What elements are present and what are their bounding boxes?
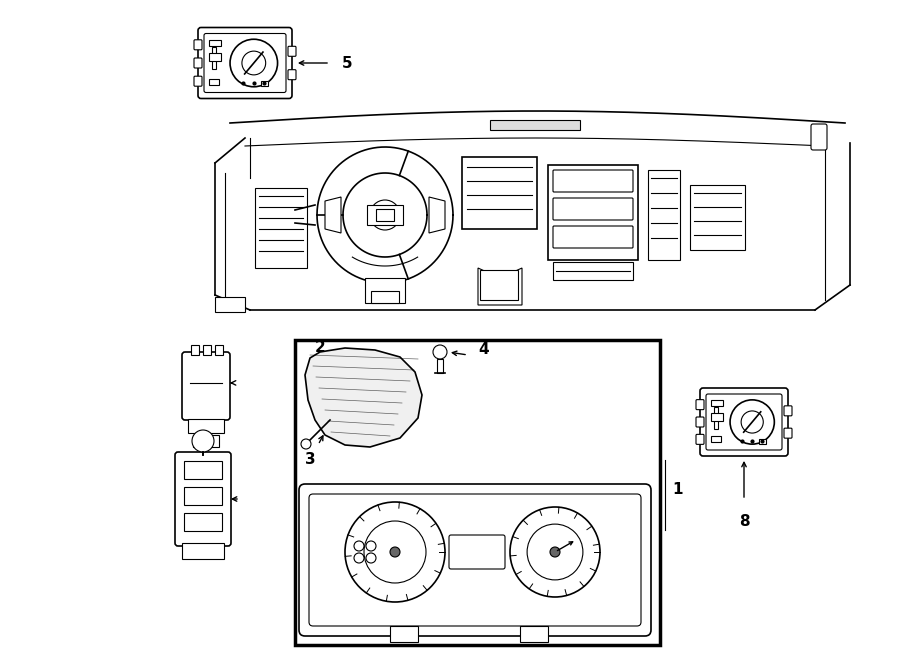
Circle shape bbox=[741, 411, 763, 433]
FancyBboxPatch shape bbox=[553, 170, 633, 192]
Bar bbox=[714, 407, 718, 429]
FancyBboxPatch shape bbox=[175, 452, 231, 546]
Circle shape bbox=[242, 51, 266, 75]
Circle shape bbox=[345, 502, 445, 602]
Bar bbox=[437, 359, 443, 373]
FancyBboxPatch shape bbox=[288, 46, 296, 56]
Bar bbox=[261, 81, 268, 86]
Circle shape bbox=[366, 553, 376, 563]
Bar bbox=[191, 345, 199, 355]
Text: 6: 6 bbox=[212, 375, 222, 391]
Polygon shape bbox=[305, 348, 422, 447]
FancyBboxPatch shape bbox=[194, 76, 202, 86]
Text: 4: 4 bbox=[478, 342, 489, 358]
Circle shape bbox=[364, 521, 426, 583]
Polygon shape bbox=[429, 197, 445, 233]
Bar bbox=[690, 185, 745, 250]
FancyBboxPatch shape bbox=[553, 226, 633, 248]
Bar bbox=[759, 440, 766, 444]
Bar bbox=[371, 291, 399, 303]
Bar bbox=[520, 626, 548, 642]
FancyBboxPatch shape bbox=[194, 58, 202, 68]
FancyBboxPatch shape bbox=[288, 69, 296, 80]
Bar bbox=[548, 165, 638, 260]
FancyBboxPatch shape bbox=[299, 484, 651, 636]
Circle shape bbox=[550, 547, 560, 557]
Circle shape bbox=[366, 541, 376, 551]
Bar bbox=[367, 205, 403, 225]
FancyBboxPatch shape bbox=[784, 406, 792, 416]
FancyBboxPatch shape bbox=[194, 40, 202, 50]
Bar bbox=[182, 543, 224, 559]
Bar bbox=[553, 262, 633, 280]
FancyBboxPatch shape bbox=[309, 494, 641, 626]
Text: 3: 3 bbox=[305, 453, 315, 467]
Bar bbox=[215, 345, 223, 355]
Bar bbox=[490, 120, 580, 130]
Circle shape bbox=[230, 39, 277, 87]
Bar bbox=[184, 487, 222, 505]
Circle shape bbox=[730, 400, 774, 444]
Bar bbox=[184, 513, 222, 531]
Circle shape bbox=[354, 553, 364, 563]
FancyBboxPatch shape bbox=[553, 198, 633, 220]
FancyBboxPatch shape bbox=[204, 34, 286, 93]
Circle shape bbox=[433, 345, 447, 359]
Bar bbox=[648, 170, 680, 260]
Bar bbox=[711, 413, 723, 421]
Bar bbox=[390, 626, 418, 642]
Polygon shape bbox=[325, 197, 341, 233]
Circle shape bbox=[390, 547, 400, 557]
Bar bbox=[203, 345, 211, 355]
Text: 7: 7 bbox=[218, 492, 228, 506]
Bar bbox=[188, 419, 224, 433]
Bar bbox=[711, 436, 721, 442]
Bar bbox=[365, 278, 405, 303]
FancyBboxPatch shape bbox=[784, 428, 792, 438]
Text: 2: 2 bbox=[314, 340, 325, 354]
Polygon shape bbox=[478, 268, 522, 305]
Circle shape bbox=[370, 200, 400, 230]
FancyBboxPatch shape bbox=[706, 394, 782, 450]
Bar bbox=[711, 400, 723, 406]
Bar bbox=[209, 52, 221, 61]
Bar bbox=[209, 79, 219, 85]
FancyBboxPatch shape bbox=[198, 28, 292, 98]
Bar bbox=[480, 270, 518, 300]
Bar bbox=[193, 435, 219, 447]
Bar bbox=[376, 209, 394, 221]
Bar bbox=[184, 461, 222, 479]
FancyBboxPatch shape bbox=[182, 352, 230, 420]
Bar bbox=[212, 46, 216, 69]
FancyBboxPatch shape bbox=[811, 124, 827, 150]
FancyBboxPatch shape bbox=[696, 400, 704, 410]
FancyBboxPatch shape bbox=[696, 417, 704, 427]
Bar bbox=[209, 40, 221, 46]
Bar bbox=[215, 297, 245, 312]
Circle shape bbox=[527, 524, 583, 580]
Circle shape bbox=[510, 507, 600, 597]
Text: 5: 5 bbox=[342, 56, 353, 71]
Bar bbox=[462, 157, 537, 229]
Bar bbox=[295, 340, 660, 645]
Text: 8: 8 bbox=[739, 514, 750, 529]
Circle shape bbox=[354, 541, 364, 551]
FancyBboxPatch shape bbox=[696, 434, 704, 444]
Circle shape bbox=[192, 430, 214, 452]
Text: 1: 1 bbox=[672, 483, 682, 498]
Bar bbox=[255, 188, 307, 268]
FancyBboxPatch shape bbox=[449, 535, 505, 569]
Circle shape bbox=[301, 439, 311, 449]
FancyBboxPatch shape bbox=[700, 388, 788, 456]
